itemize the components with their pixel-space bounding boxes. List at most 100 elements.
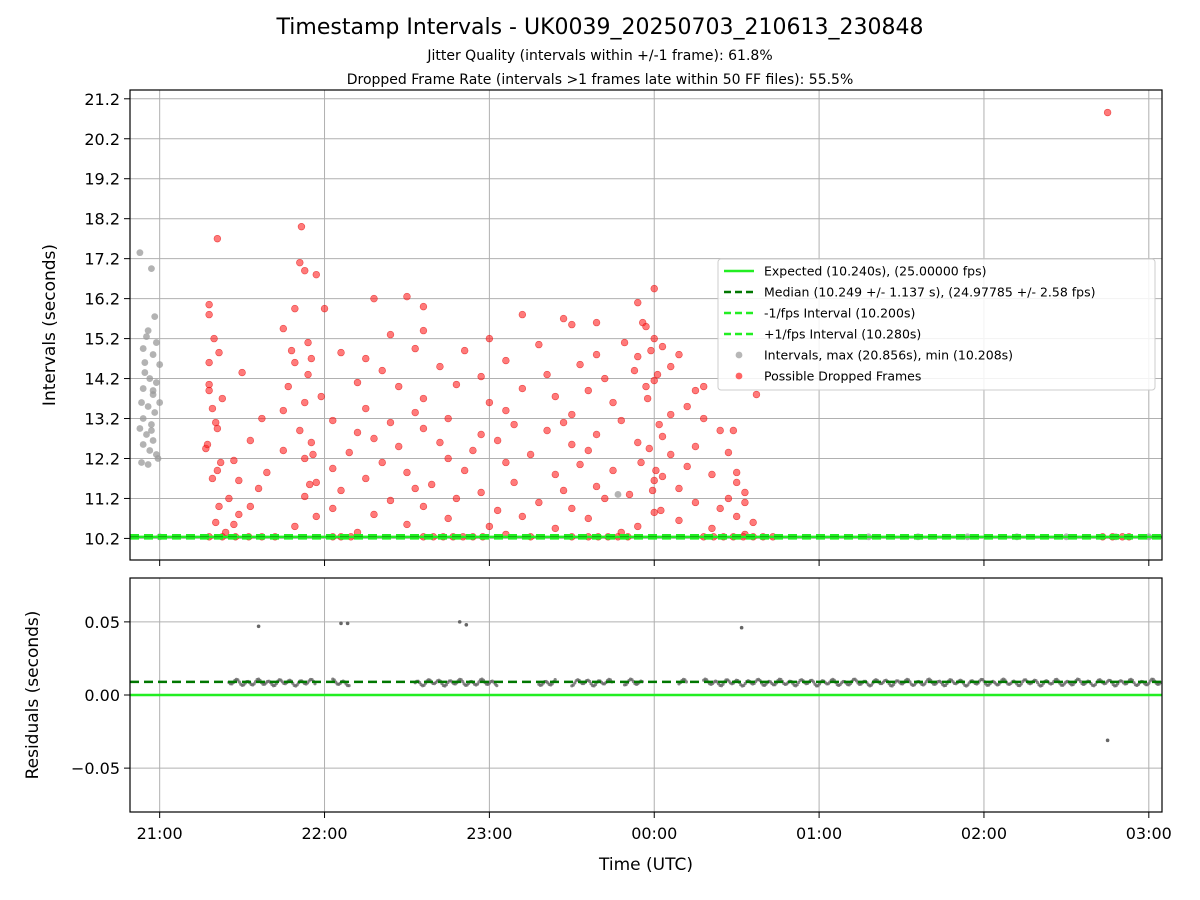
dropped-frame-point-12 — [320, 304, 329, 313]
interval-point-32 — [614, 491, 622, 498]
dropped-frame-point-6 — [650, 284, 658, 293]
dropped-frame-point-128 — [337, 486, 345, 495]
dropped-frame-point-82 — [592, 430, 601, 439]
dropped-frame-point-20 — [485, 334, 494, 343]
top-ytick-label-2: 12.2 — [84, 449, 120, 468]
dropped-frame-point-150 — [235, 510, 243, 519]
dropped-frame-point-200 — [732, 468, 741, 477]
dropped-frame-point-184 — [643, 394, 652, 403]
dropped-frame-point-142 — [724, 494, 733, 503]
dropped-frame-point-69 — [329, 416, 337, 425]
interval-point-0 — [136, 249, 144, 257]
dropped-frame-point-198 — [699, 382, 708, 391]
dropped-frame-point-59 — [609, 398, 617, 407]
residual-outlier-2 — [345, 621, 350, 626]
dropped-frame-point-194 — [305, 480, 314, 489]
dropped-frame-point-143 — [246, 502, 255, 511]
dropped-frame-point-75 — [699, 414, 708, 423]
legend-label-2: -1/fps Interval (10.200s) — [764, 306, 915, 321]
dropped-frame-point-97 — [469, 446, 477, 455]
dropped-frame-point-2 — [297, 222, 306, 231]
dropped-frame-point-25 — [411, 344, 419, 353]
interval-point-26 — [149, 387, 157, 394]
dropped-frame-point-29 — [675, 350, 683, 359]
interval-point-11 — [139, 385, 147, 392]
dropped-frame-point-164 — [708, 524, 716, 533]
dropped-frame-point-8 — [403, 292, 411, 301]
interval-point-4 — [152, 339, 160, 346]
residual-outlier-5 — [739, 625, 744, 630]
dropped-frame-point-98 — [526, 450, 535, 459]
dropped-frame-point-155 — [584, 514, 593, 523]
dropped-frame-point-48 — [395, 382, 403, 391]
dropped-frame-point-103 — [301, 454, 309, 463]
top-ytick-label-1: 11.2 — [84, 489, 120, 508]
dropped-frame-point-63 — [362, 404, 370, 413]
dropped-frame-point-115 — [551, 470, 560, 479]
dropped-frame-point-43 — [601, 374, 609, 383]
dropped-frame-point-178 — [215, 502, 223, 511]
dropped-frame-point-110 — [213, 466, 222, 475]
interval-point-2 — [151, 313, 159, 321]
bottom-xtick-label-6: 03:00 — [1126, 824, 1172, 843]
dropped-frame-point-156 — [675, 516, 683, 525]
dropped-frame-point-126 — [732, 478, 741, 487]
dropped-frame-point-90 — [568, 440, 576, 449]
dropped-frame-point-16 — [568, 320, 576, 329]
top-ytick-label-5: 15.2 — [84, 330, 120, 349]
dropped-frame-point-183 — [653, 370, 662, 379]
dropped-frame-point-118 — [708, 470, 716, 479]
dropped-frame-point-174 — [212, 418, 220, 427]
interval-point-9 — [146, 375, 154, 382]
dropped-frame-point-65 — [502, 406, 510, 415]
interval-point-7 — [156, 361, 164, 368]
dropped-frame-point-101 — [724, 448, 733, 457]
dropped-frame-point-140 — [601, 494, 609, 503]
dropped-frame-point-171 — [210, 334, 218, 343]
dropped-frame-point-130 — [477, 488, 485, 497]
legend-label-3: +1/fps Interval (10.280s) — [764, 327, 921, 342]
top-ytick-label-10: 20.2 — [84, 130, 120, 149]
dropped-frame-point-170 — [205, 310, 213, 319]
bottom-xtick-label-1: 22:00 — [301, 824, 347, 843]
interval-point-1 — [148, 265, 155, 273]
residual-outlier-4 — [464, 623, 469, 627]
dropped-frame-point-135 — [225, 494, 233, 503]
dropped-frame-point-202 — [749, 518, 757, 527]
dropped-frame-point-57 — [485, 398, 494, 407]
dropped-frame-point-149 — [716, 504, 724, 513]
dropped-frame-point-133 — [675, 484, 683, 493]
dropped-frame-point-39 — [304, 370, 312, 379]
dropped-frame-point-176 — [216, 458, 225, 467]
residual-point-138 — [553, 678, 557, 682]
dropped-frame-point-188 — [648, 486, 657, 495]
residuals-plot: 21:00 22:00 23:00 00:00 01:00 02:00 03:00 −0.05… — [23, 577, 1172, 875]
dropped-frame-point-51 — [584, 386, 593, 395]
dropped-frame-point-54 — [218, 394, 227, 403]
bottom-ytick-label-2: 0.05 — [84, 613, 120, 632]
dropped-frame-point-70 — [386, 418, 395, 427]
interval-point-20 — [149, 437, 157, 444]
dropped-frame-point-55 — [317, 392, 325, 401]
residual-point-199 — [721, 682, 725, 686]
interval-point-13 — [138, 399, 145, 406]
bottom-xtick-label-4: 01:00 — [796, 824, 842, 843]
dropped-frame-point-85 — [246, 436, 255, 445]
dropped-frame-point-124 — [592, 482, 601, 491]
dropped-frame-point-181 — [650, 334, 658, 343]
interval-point-6 — [149, 351, 157, 358]
interval-point-10 — [152, 379, 160, 386]
dropped-frame-point-44 — [650, 376, 658, 385]
dropped-frame-point-123 — [510, 478, 518, 487]
interval-point-21 — [139, 441, 147, 448]
residual-point-151 — [588, 679, 592, 684]
dropped-frame-point-37 — [667, 362, 675, 371]
dropped-frame-point-127 — [254, 484, 263, 493]
top-ytick-label-8: 18.2 — [84, 210, 120, 229]
dropped-frame-point-186 — [645, 444, 653, 453]
bottom-xtick-label-5: 02:00 — [961, 824, 1007, 843]
residual-point-260 — [811, 680, 816, 684]
dropped-frame-point-17 — [279, 324, 288, 333]
residual-point-325 — [908, 680, 912, 684]
